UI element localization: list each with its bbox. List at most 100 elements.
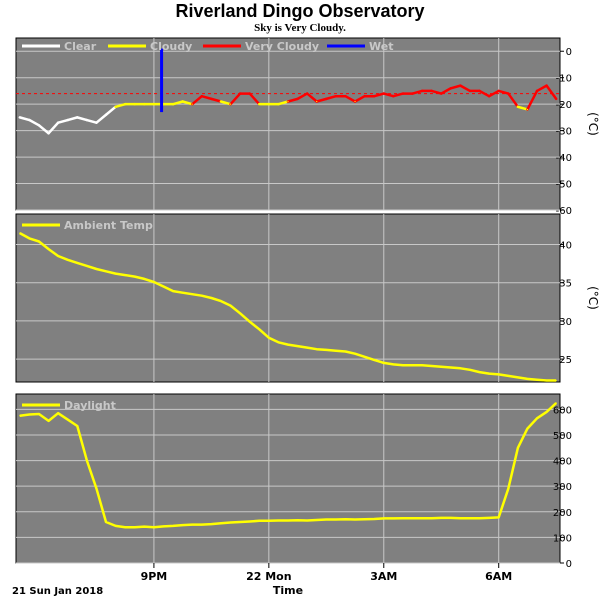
data-point [421,517,423,519]
y-tick-label: -10 [556,74,572,85]
data-point [268,337,270,339]
data-point [76,262,78,264]
data-point [354,518,356,521]
data-point [526,108,529,111]
sky-temp-segment [190,94,204,106]
data-point [411,92,414,95]
data-point [239,521,241,523]
legend-entry: Cloudy [150,40,192,53]
data-point [478,90,481,92]
data-point [220,522,222,524]
data-point [373,518,375,520]
data-point [517,447,519,449]
data-point [47,420,50,422]
data-point [373,95,375,97]
data-point [545,411,548,413]
legend-entry: Wet [369,40,393,53]
data-point [143,278,145,280]
data-point [105,521,107,523]
data-point [306,519,308,522]
x-tick-label: 22 Mon [246,570,291,583]
sky-temp-segment [248,92,261,106]
legend-entry: Clear [64,40,97,53]
data-point [507,488,509,490]
data-point [526,427,529,430]
data-point [411,364,414,366]
y-tick-label: 25 [559,355,572,366]
sky-temp-segment [459,84,472,93]
data-point [296,519,299,521]
data-point [364,356,366,358]
y-tick-label: 40 [559,241,572,252]
data-point [229,103,232,105]
legend-entry: Very Cloudy [245,40,319,53]
legend-entry: Ambient Temp [64,219,153,232]
data-point [316,519,318,521]
data-point [229,305,232,307]
data-point [38,240,40,243]
data-point [201,523,203,526]
data-point [440,92,442,95]
data-point [498,516,500,519]
data-point [277,519,280,522]
data-point [459,85,461,87]
sky-temp-segment [507,92,520,109]
data-point [57,122,59,124]
data-point [488,373,490,375]
y-tick-label: -20 [556,100,572,111]
data-point [555,402,557,404]
data-point [469,90,471,92]
chart-title: Riverland Dingo Observatory [175,1,425,21]
data-point [469,517,471,519]
data-point [450,517,452,519]
data-point [277,341,280,343]
sky-temp-segment [296,92,309,101]
data-point [124,526,126,528]
data-point [459,367,461,369]
y-tick-label: 300 [553,482,572,493]
data-point [383,362,385,364]
data-point [488,517,490,519]
sky-temp-segment [439,87,453,95]
sky-temp-segment [200,94,213,101]
y-tick-label: 100 [553,533,572,544]
data-point [268,520,270,522]
data-point [191,523,193,526]
sky-temp-segment [277,100,290,106]
data-point [325,518,327,521]
data-point [201,95,203,97]
y-tick-label: 30 [559,317,572,328]
data-point [421,90,423,92]
data-point [86,459,88,462]
data-point [536,379,538,381]
data-point [498,373,500,375]
data-point [459,517,461,519]
data-point [536,90,538,92]
data-point [162,525,165,527]
data-point [19,116,21,118]
data-point [507,92,509,95]
data-point [229,521,232,524]
data-point [354,100,356,103]
data-point [134,103,136,105]
sky-temp-segment [56,118,69,124]
sky-temp-segment [344,94,357,103]
data-point [440,517,442,519]
sky-temp-segment [315,97,328,103]
data-point [153,526,155,528]
data-point [86,119,88,121]
data-point [67,259,69,261]
x-tick-label: 6AM [485,570,512,583]
data-point [545,85,548,87]
sky-temp-segment [286,97,299,103]
data-point [268,103,270,105]
data-point [162,103,165,105]
data-point [95,122,98,124]
data-point [450,366,452,369]
sky-temp-segment [535,84,548,93]
x-tick-label: 9PM [141,570,168,583]
x-axis-label: Time [273,584,303,597]
data-point [19,415,21,417]
data-point [411,517,414,519]
